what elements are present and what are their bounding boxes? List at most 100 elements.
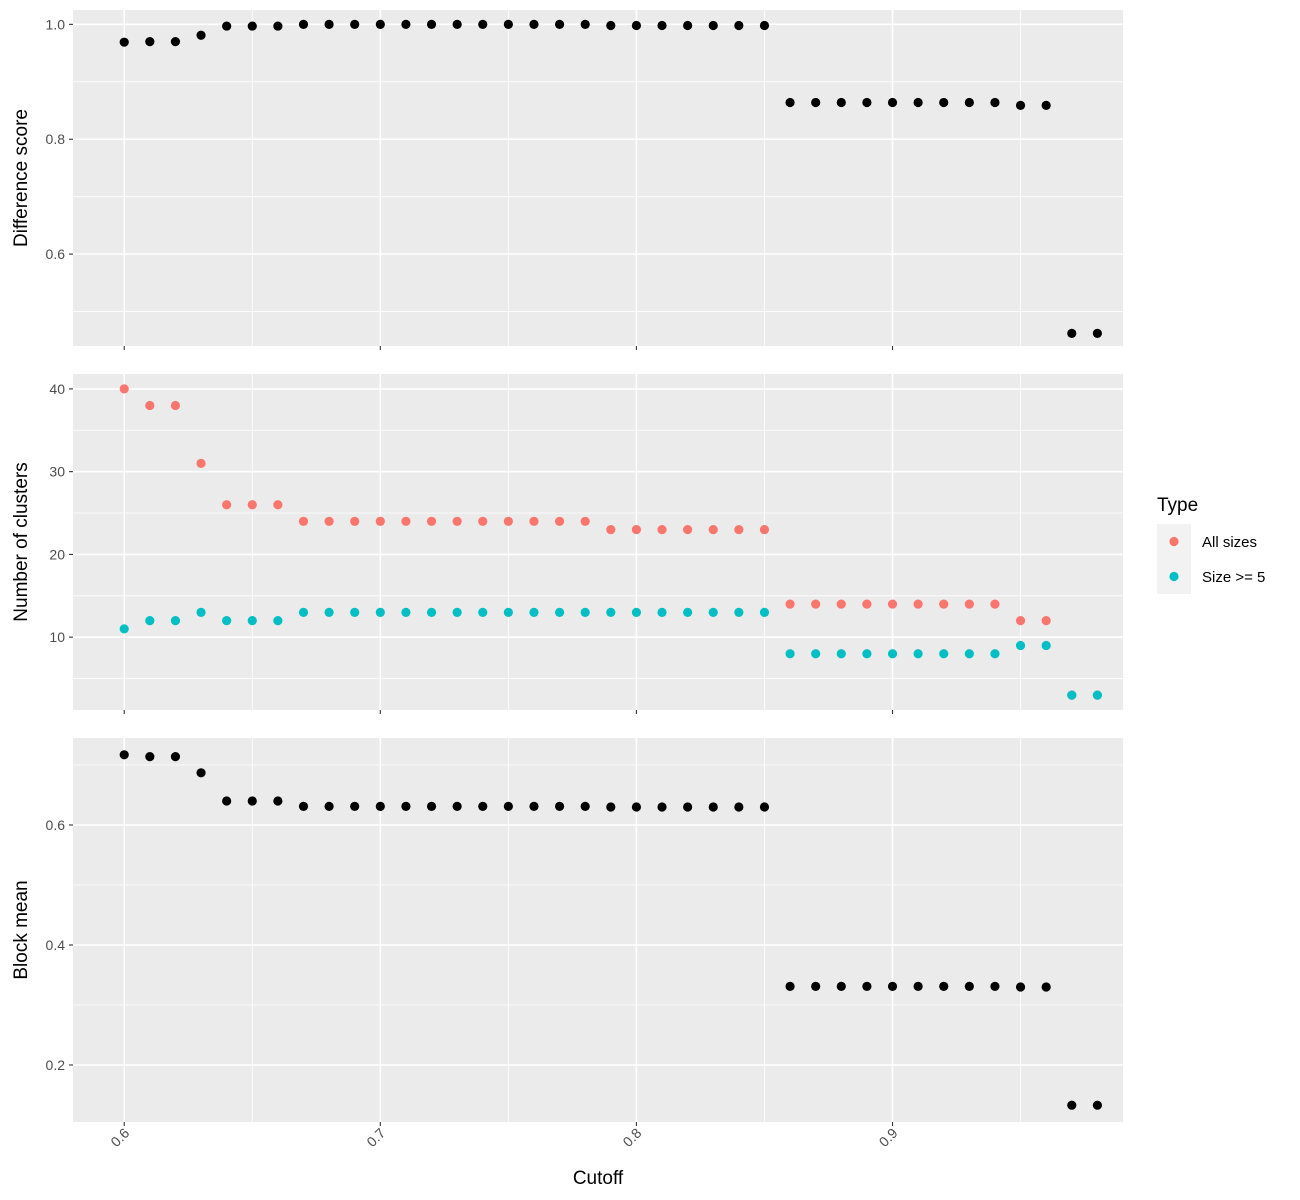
data-point [375, 516, 385, 526]
data-point [554, 607, 565, 617]
data-point [836, 599, 846, 609]
data-point [350, 607, 360, 617]
data-point [503, 607, 513, 617]
data-point [913, 599, 923, 609]
data-point [426, 607, 437, 617]
data-point [350, 801, 360, 812]
legend-swatch [1169, 536, 1179, 547]
data-point [939, 649, 949, 659]
data-point [1015, 100, 1026, 110]
data-point [529, 516, 539, 526]
data-point [990, 97, 1000, 108]
data-point [273, 21, 283, 31]
data-point [887, 649, 898, 659]
data-point [350, 19, 360, 29]
data-point [964, 981, 974, 992]
data-point [734, 607, 744, 617]
y-tick-label: 0.6 [46, 817, 66, 833]
legend-label: All sizes [1202, 534, 1257, 551]
data-point [273, 616, 283, 626]
data-point [1015, 640, 1026, 651]
legend-entry: All sizes [1157, 524, 1257, 559]
data-point [298, 19, 309, 29]
data-point [426, 19, 437, 29]
data-point [401, 801, 411, 812]
data-point [990, 599, 1000, 609]
data-point [657, 524, 667, 535]
data-point [1092, 328, 1102, 338]
data-point [1067, 1100, 1077, 1110]
data-point [247, 796, 257, 806]
data-point [324, 19, 334, 29]
y-tick-label: 40 [49, 381, 65, 397]
data-point [247, 616, 257, 626]
data-point [170, 752, 181, 762]
data-point [759, 20, 770, 31]
data-point [478, 801, 488, 812]
data-point [401, 19, 411, 29]
data-point [222, 616, 232, 626]
data-point [196, 30, 206, 40]
legend-entry: Size >= 5 [1157, 559, 1265, 594]
data-point [350, 516, 360, 526]
data-point [683, 802, 693, 812]
panel-2: 10 20 30 40 Number of clusters [11, 374, 1123, 714]
data-point [913, 649, 923, 659]
data-point [631, 607, 642, 617]
data-point [785, 649, 795, 659]
data-point [631, 20, 642, 31]
data-point [324, 801, 334, 812]
panel-3: 0.2 0.4 0.6 Block mean [11, 738, 1123, 1126]
data-point [708, 607, 718, 617]
data-point [298, 607, 309, 617]
data-point [862, 981, 872, 992]
y-axis-title: Block mean [11, 880, 32, 979]
y-tick-label: 0.8 [46, 131, 66, 147]
legend-label: Size >= 5 [1202, 569, 1265, 586]
data-point [811, 599, 821, 609]
data-point [708, 20, 718, 31]
data-point [324, 516, 334, 526]
data-point [785, 981, 795, 992]
data-point [606, 524, 616, 535]
data-point [631, 802, 642, 812]
data-point [990, 981, 1000, 992]
data-point [887, 599, 898, 609]
data-point [375, 607, 385, 617]
data-point [273, 500, 283, 510]
data-point [222, 21, 232, 31]
data-point [939, 981, 949, 992]
data-point [298, 801, 309, 812]
y-tick-label: 20 [49, 546, 65, 562]
data-point [811, 649, 821, 659]
y-axis-title: Difference score [11, 109, 32, 247]
x-axis-title: Cutoff [573, 1168, 624, 1189]
data-point [913, 981, 923, 992]
data-point [606, 802, 616, 812]
data-point [708, 524, 718, 535]
data-point [375, 801, 385, 812]
data-point [683, 20, 693, 31]
data-point [196, 607, 206, 617]
data-point [964, 599, 974, 609]
y-tick-label: 0.2 [46, 1057, 66, 1073]
data-point [478, 19, 488, 29]
data-point [503, 516, 513, 526]
data-point [964, 649, 974, 659]
data-point [222, 500, 232, 510]
data-point [887, 97, 898, 108]
data-point [836, 649, 846, 659]
x-tick-label: 0.6 [107, 1125, 132, 1150]
legend-title: Type [1157, 495, 1198, 516]
data-point [247, 21, 257, 31]
data-point [1067, 690, 1077, 700]
panel-background [73, 10, 1123, 346]
data-point [145, 752, 155, 762]
data-point [657, 607, 667, 617]
data-point [1041, 982, 1051, 992]
data-point [145, 36, 155, 47]
data-point [785, 97, 795, 108]
series-all-sizes [119, 384, 1102, 700]
data-point [708, 802, 718, 812]
data-point [119, 384, 129, 394]
